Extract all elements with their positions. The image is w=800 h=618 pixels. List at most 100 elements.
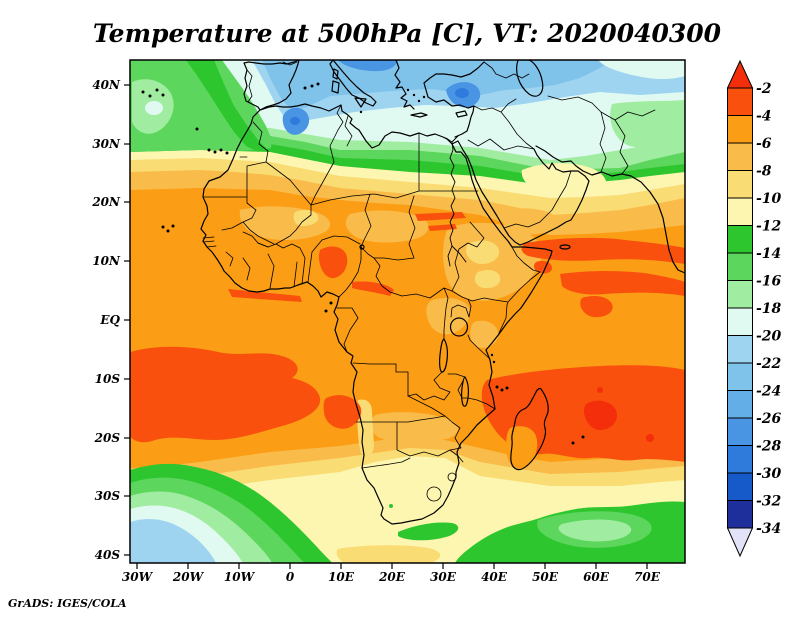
field-iberia-blue-core <box>290 117 300 125</box>
country-borders <box>202 61 656 502</box>
lat-tick-label: 20S <box>94 431 121 445</box>
colorbar-tick-label: -32 <box>756 494 782 510</box>
field-patch-red <box>560 271 685 296</box>
middle-east-borders <box>467 61 656 229</box>
lon-tick-label: 30E <box>430 570 457 584</box>
colorbar-tick-label: -10 <box>756 191 782 207</box>
field-patch <box>470 320 498 348</box>
field-atlantic-palecyan-pocket <box>145 101 163 115</box>
colorbar-cell <box>727 335 753 364</box>
colorbar-cell <box>727 445 753 474</box>
field-atlantic-darkgreen-wedge <box>186 60 266 152</box>
field-patch-red <box>415 212 466 221</box>
field-patch <box>370 412 458 443</box>
greece-coastline <box>394 60 428 118</box>
colorbar-cell <box>727 280 753 309</box>
nile-river <box>445 135 467 267</box>
colorbar: -2 -4 -6 -8 -10 -12 -14 -16 -18 -20 -22 … <box>726 59 782 558</box>
field-cold-blob-southwest <box>130 463 332 563</box>
lat-axis: 40N 30N 20N 10N EQ 10S 20S 30S 40S <box>91 78 130 562</box>
field-sahel-light-patches <box>239 206 557 456</box>
field-green-speck <box>389 504 393 508</box>
colorbar-tick-label: -24 <box>756 384 781 400</box>
europe-borders <box>246 61 298 103</box>
colorbar-cell <box>727 307 753 336</box>
colorbar-tick-label: -12 <box>756 219 782 235</box>
colorbar-tick-label: -4 <box>756 109 772 125</box>
page-title: Temperature at 500hPa [C], VT: 202004030… <box>93 19 722 48</box>
colorbar-cell <box>727 142 753 171</box>
colorbar-tick-label: -2 <box>756 81 772 97</box>
field-patch-red <box>428 224 457 231</box>
lat-tick-label: EQ <box>99 313 120 327</box>
west-africa-borders <box>202 235 362 298</box>
caspian-coastline <box>516 60 544 97</box>
colorbar-cell <box>727 115 753 144</box>
southern-africa-borders <box>355 371 496 469</box>
colorbar-cell <box>727 252 753 281</box>
colorbar-cell <box>727 170 753 199</box>
colorbar-tick-label: -30 <box>756 466 782 482</box>
colorbar-cell <box>727 197 753 226</box>
central-africa-borders <box>336 257 472 397</box>
coastlines <box>141 60 685 525</box>
colorbar-tick-label: -14 <box>756 246 781 262</box>
field-turkey-blue-core <box>455 88 469 98</box>
socotra-island <box>559 244 571 250</box>
colorbar-tick-label: -22 <box>756 356 782 372</box>
map-area <box>130 60 685 563</box>
field-patch <box>443 222 542 301</box>
colorbar-arrow-top <box>726 59 754 89</box>
africa-coastline <box>200 103 553 525</box>
field-patch <box>502 208 557 235</box>
colorbar-tick-label: -34 <box>756 521 781 537</box>
field-patch <box>465 240 500 264</box>
colorbar-cell <box>727 390 753 419</box>
lake-malawi <box>461 376 469 407</box>
field-patch-deepred <box>583 400 618 430</box>
field-patch-red <box>352 281 394 296</box>
lat-tick-label: 30S <box>95 489 121 503</box>
field-patch <box>426 298 470 335</box>
colorbar-arrow-bottom <box>726 527 754 558</box>
field-patch-red <box>130 346 321 443</box>
lat-tick-label: 20N <box>91 195 121 209</box>
field-band-medblue <box>262 60 612 110</box>
colorbar-cell <box>727 87 753 116</box>
colorbar-tick-label: -28 <box>756 439 782 455</box>
north-africa-borders <box>203 104 479 231</box>
lon-tick-label: 70E <box>634 570 661 584</box>
lon-tick-label: 60E <box>583 570 610 584</box>
lat-tick-label: 40N <box>92 78 121 92</box>
field-warm-red-patches <box>130 212 685 469</box>
lat-tick-label: 10N <box>92 254 121 268</box>
field-iraq-pale-bulge <box>488 108 549 146</box>
field-patch-deepred <box>597 387 603 393</box>
field-balkan-blue-spot <box>338 60 398 72</box>
arabia-coastline <box>451 140 590 246</box>
lesotho-border <box>426 486 442 502</box>
lon-tick-label: 10W <box>224 570 256 584</box>
colorbar-cell <box>727 500 753 529</box>
field-patch-red <box>318 246 348 279</box>
attribution: GrADS: IGES/COLA <box>8 597 127 610</box>
field-ne-pale-patch <box>598 60 685 80</box>
colorbar-tick-label: -26 <box>756 411 782 427</box>
colorbar-tick-label: -16 <box>756 274 782 290</box>
colorbar-cell <box>727 417 753 446</box>
field-patch <box>474 269 501 289</box>
field-bottom-gold-pocket <box>336 545 441 563</box>
colorbar-tick-label: -8 <box>756 164 772 180</box>
field-patch <box>293 209 319 226</box>
swaziland-border <box>447 472 457 482</box>
lake-victoria <box>449 317 469 337</box>
colorbar-cell <box>727 362 753 391</box>
colorbar-cell <box>727 225 753 254</box>
lat-tick-label: 30N <box>92 137 121 151</box>
lon-tick-label: 0 <box>286 570 295 584</box>
lon-tick-label: 10E <box>328 570 355 584</box>
field-green-arm <box>398 522 459 541</box>
lon-tick-label: 20E <box>378 570 406 584</box>
